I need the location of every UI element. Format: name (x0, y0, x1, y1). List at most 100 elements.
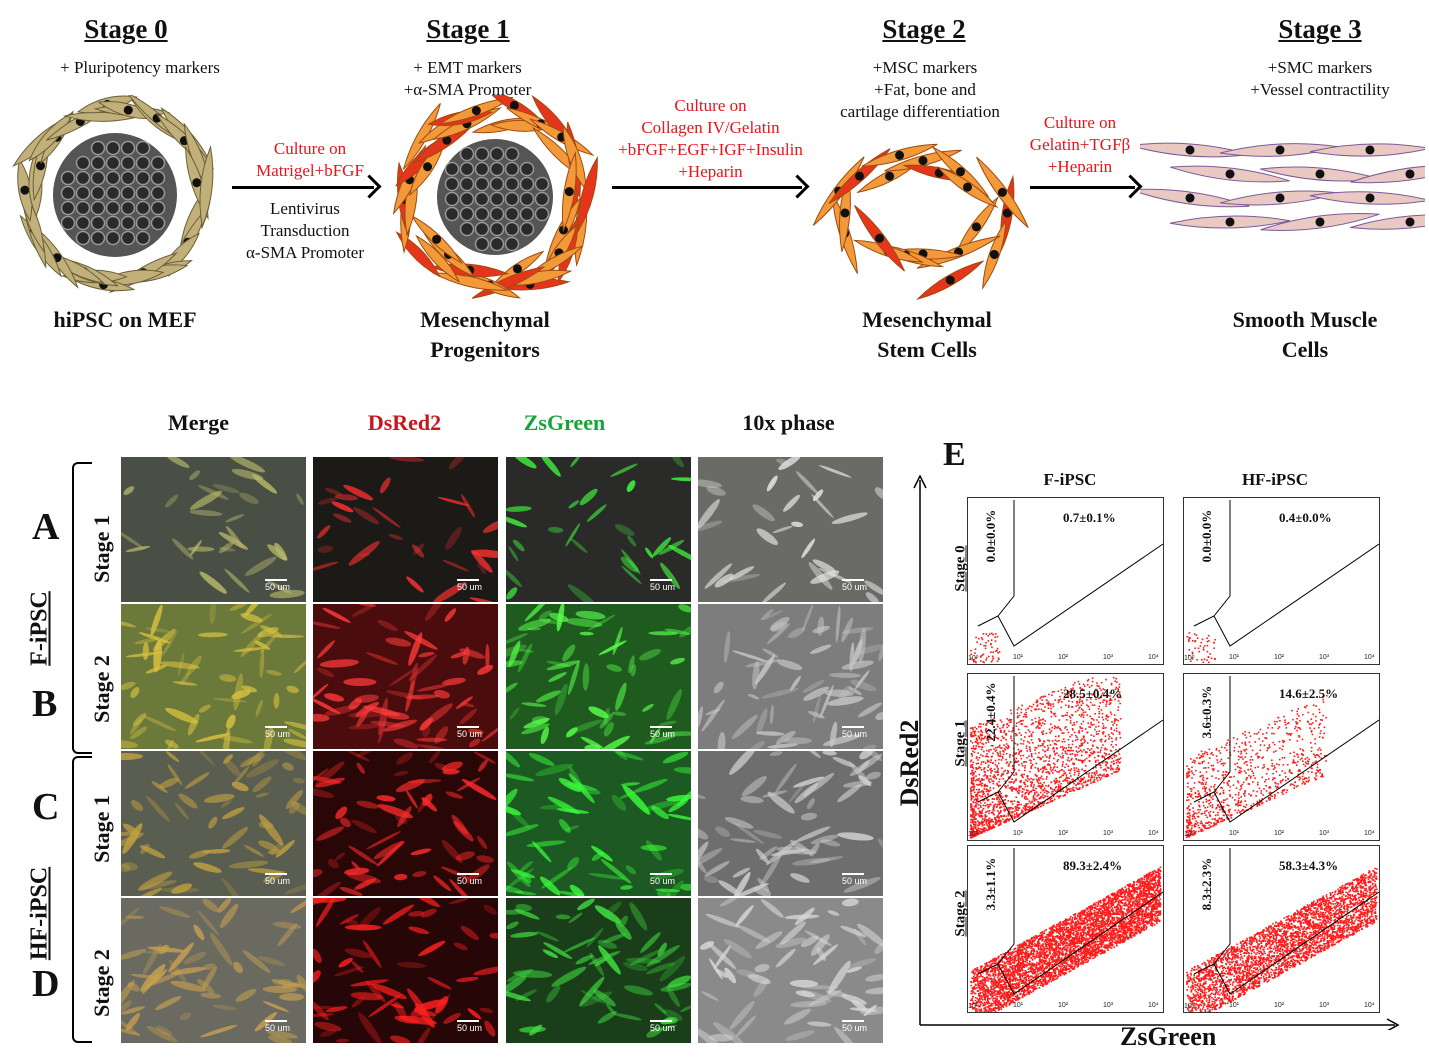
stage-1-title: Stage 1 (426, 14, 510, 44)
panel-label-e: E (943, 436, 966, 473)
stage-2-marker-2: +Fat, bone and (874, 80, 976, 99)
stage-2-marker-1: +MSC markers (872, 58, 978, 77)
x-tick-label: 10⁰ (968, 655, 979, 662)
x-tick-label: 10³ (1319, 830, 1330, 837)
arrow-3-red-line-1: Culture on (1043, 113, 1117, 132)
stage-1-caption-line-1: Mesenchymal (420, 307, 550, 332)
x-tick-label: 10⁰ (968, 831, 979, 838)
flow-plot-stage-2-f-ipsc: 10⁰ 10¹ 10² 10³ 10⁴ 89.3±2.4% 3.3±1.1% (967, 845, 1164, 1013)
gate-right-percent: 0.4±0.0% (1279, 510, 1332, 525)
stage-3-caption: Smooth Muscle Cells (1205, 305, 1405, 365)
arrow-3-condition: Culture on Gelatin+TGFβ +Heparin (1015, 112, 1145, 178)
scale-bar: 50 um (457, 726, 482, 739)
arrow-3-red-line-2: Gelatin+TGFβ (1029, 135, 1131, 154)
stage-0-marker: + Pluripotency markers (60, 58, 220, 77)
scale-bar: 50 um (650, 1020, 675, 1033)
col-header-phase: 10x phase (742, 410, 835, 435)
x-tick-label: 10⁰ (1184, 831, 1195, 838)
micrograph-c-merge: 50 um (121, 751, 306, 896)
scale-bar: 50 um (265, 1020, 290, 1033)
arrow-1-condition: Culture on Matrigel+bFGF (225, 138, 395, 182)
row-c-stage: Stage 1 (89, 795, 114, 863)
micrograph-d-merge: 50 um (121, 898, 306, 1043)
gate-left-percent: 8.3±2.3% (1199, 857, 1214, 911)
x-tick-label: 10⁴ (1364, 654, 1375, 661)
arrow-2-red-line-2: Collagen IV/Gelatin (641, 118, 780, 137)
stage-3-title: Stage 3 (1278, 14, 1362, 44)
row-a-stage: Stage 1 (89, 515, 114, 583)
arrow-1-red-line-2: Matrigel+bFGF (256, 161, 364, 180)
x-tick-label: 10¹ (1013, 830, 1024, 837)
micrograph-a-zsgreen: 50 um (506, 457, 691, 602)
x-tick-label: 10¹ (1013, 654, 1024, 661)
scale-bar: 50 um (265, 873, 290, 886)
x-tick-label: 10¹ (1229, 1002, 1240, 1009)
row-letter-c: C (32, 786, 60, 828)
stage-1-marker-1: + EMT markers (413, 58, 522, 77)
x-tick-label: 10² (1058, 830, 1069, 837)
row-letter-a: A (32, 506, 60, 548)
x-tick-label: 10⁴ (1148, 830, 1159, 837)
stage-3-marker-1: +SMC markers (1267, 58, 1373, 77)
col-header-zsgreen: ZsGreen (523, 410, 606, 435)
stage-3-caption-line-2: Cells (1281, 337, 1329, 362)
scale-bar: 50 um (265, 726, 290, 739)
flow-plot-stage-1-hf-ipsc: 10⁰ 10¹ 10² 10³ 10⁴ 14.6±2.5% 3.6±0.3% (1183, 673, 1380, 841)
x-tick-label: 10¹ (1013, 1002, 1024, 1009)
scale-bar: 50 um (650, 873, 675, 886)
arrow-2-red-line-1: Culture on (674, 96, 747, 115)
x-tick-label: 10¹ (1229, 654, 1240, 661)
x-tick-label: 10⁰ (1184, 1003, 1195, 1010)
x-tick-label: 10³ (1103, 654, 1114, 661)
stage-2-caption-line-1: Mesenchymal (862, 307, 992, 332)
micrograph-b-merge: 50 um (121, 604, 306, 749)
scale-bar: 50 um (457, 873, 482, 886)
gate-left-percent: 0.0±0.0% (983, 509, 998, 563)
scale-bar: 50 um (650, 726, 675, 739)
flow-plot-stage-2-hf-ipsc: 10⁰ 10¹ 10² 10³ 10⁴ 58.3±4.3% 8.3±2.3% (1183, 845, 1380, 1013)
flow-plot-stage-0-f-ipsc: 10⁰ 10¹ 10² 10³ 10⁴ 0.7±0.1% 0.0±0.0% (967, 497, 1164, 665)
x-tick-label: 10⁰ (1184, 655, 1195, 662)
scale-bar: 50 um (842, 873, 867, 886)
arrow-2-red-line-4: +Heparin (678, 162, 743, 181)
x-tick-label: 10³ (1319, 654, 1330, 661)
f-ipsc-bracket (72, 462, 92, 754)
row-b-stage: Stage 2 (89, 655, 114, 723)
flow-axes (913, 474, 1400, 1030)
scale-bar: 50 um (842, 726, 867, 739)
gate-right-percent: 14.6±2.5% (1279, 686, 1339, 701)
arrow-1-black-line-3: α-SMA Promoter (246, 243, 364, 262)
scale-bar: 50 um (842, 579, 867, 592)
x-tick-label: 10³ (1103, 1002, 1114, 1009)
scale-bar: 50 um (457, 1020, 482, 1033)
micrograph-a-merge: 50 um (121, 457, 306, 602)
x-tick-label: 10² (1274, 1002, 1285, 1009)
x-tick-label: 10³ (1103, 830, 1114, 837)
flow-row-label-0: Stage 0 (952, 545, 969, 592)
flow-ylabel: DsRed2 (895, 719, 924, 807)
micrograph-c-dsred2: 50 um (313, 751, 498, 896)
row-d-stage: Stage 2 (89, 949, 114, 1017)
micrograph-a-dsred2: 50 um (313, 457, 498, 602)
x-tick-label: 10² (1274, 654, 1285, 661)
scale-bar: 50 um (265, 579, 290, 592)
flow-row-label-2: Stage 2 (952, 890, 969, 937)
flow-col-f-ipsc: F-iPSC (1043, 470, 1097, 489)
gate-right-percent: 0.7±0.1% (1063, 510, 1116, 525)
arrow-1-method: Lentivirus Transduction α-SMA Promoter (225, 198, 385, 264)
x-tick-label: 10¹ (1229, 830, 1240, 837)
gate-right-percent: 28.5±0.4% (1063, 686, 1123, 701)
scale-bar: 50 um (457, 579, 482, 592)
gate-left-percent: 3.3±1.1% (983, 857, 998, 911)
scale-bar: 50 um (650, 579, 675, 592)
arrow-1-black-line-1: Lentivirus (270, 199, 340, 218)
x-tick-label: 10⁴ (1364, 1002, 1375, 1009)
stage-1-caption: Mesenchymal Progenitors (385, 305, 585, 365)
stage-0-title: Stage 0 (84, 14, 168, 44)
flow-plot-stage-1-f-ipsc: 10⁰ 10¹ 10² 10³ 10⁴ 28.5±0.4% 22.4±0.4% (967, 673, 1164, 841)
gate-left-percent: 3.6±0.3% (1199, 685, 1214, 739)
stage-0-caption: hiPSC on MEF (53, 307, 197, 332)
col-header-merge: Merge (167, 410, 230, 435)
arrow-3-red-line-3: +Heparin (1047, 157, 1113, 176)
arrow-1-red-line-1: Culture on (273, 139, 347, 158)
